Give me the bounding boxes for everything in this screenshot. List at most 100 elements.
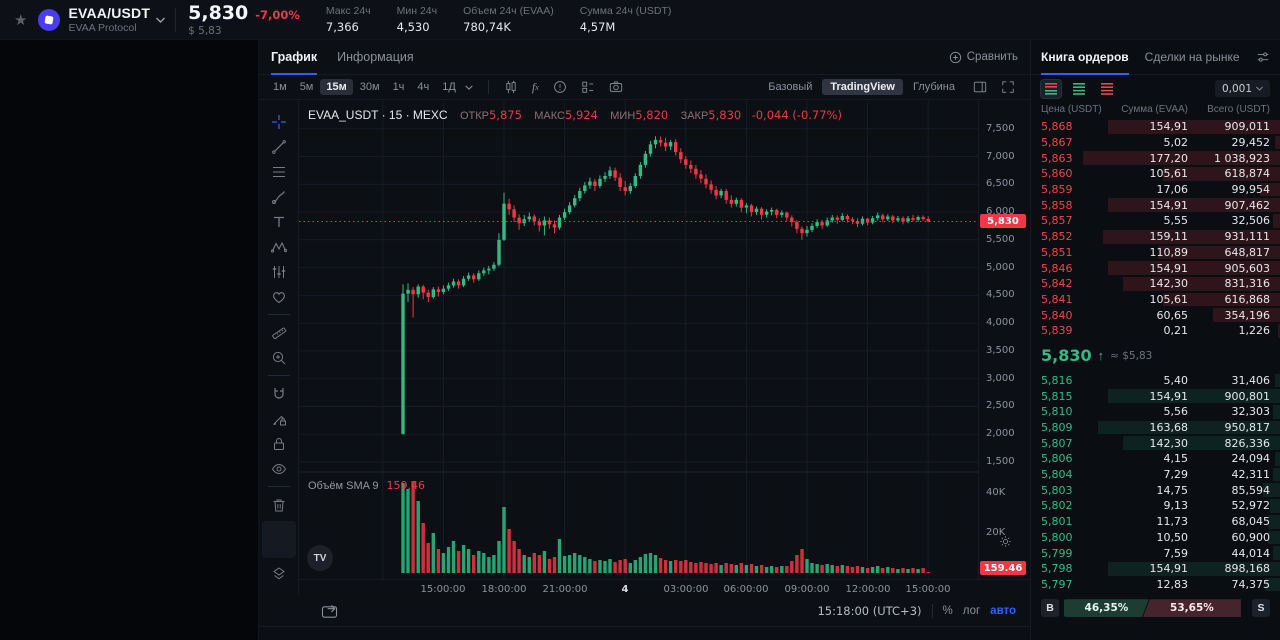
price-axis[interactable]: 7,500 7,000 6,500 6,000 5,500 5,000 4,500 4,000… [978,101,1030,579]
auto-scale-button[interactable]: авто [990,605,1016,617]
bid-row[interactable]: 5,803 14,75 85,594 [1031,482,1280,498]
ask-row[interactable]: 5,851 110,89 648,817 [1031,245,1280,261]
time-axis[interactable]: 15:00:00 18:00:00 21:00:00 4 03:00:00 06:00:0… [299,579,1030,597]
favorite-star-icon[interactable]: ★ [14,11,28,29]
percent-scale-button[interactable]: % [942,605,953,617]
lock-all-tool-icon[interactable] [265,431,293,456]
timeframe-dropdown-caret-icon[interactable] [465,84,473,90]
timeframe-1ч[interactable]: 1ч [392,81,405,93]
ask-row[interactable]: 5,867 5,02 29,452 [1031,135,1280,151]
bid-row[interactable]: 5,802 9,13 52,972 [1031,498,1280,514]
timeframe-1Д[interactable]: 1Д [442,81,456,93]
trend-line-tool-icon[interactable] [265,134,293,159]
bid-row[interactable]: 5,799 7,59 44,014 [1031,545,1280,561]
chart-mode-TradingView[interactable]: TradingView [822,79,903,95]
pair-protocol: EVAA Protocol [68,21,137,34]
chart-mode-Глубина[interactable]: Глубина [912,81,955,93]
measure-ruler-tool-icon[interactable] [265,320,293,345]
layout-grid-icon[interactable] [581,80,595,94]
log-scale-button[interactable]: лог [962,605,981,617]
ask-row[interactable]: 5,839 0,21 1,226 [1031,323,1280,339]
remove-drawings-trash-icon[interactable] [265,492,293,517]
bid-row[interactable]: 5,804 7,29 42,311 [1031,467,1280,483]
book-mode-asks-icon[interactable] [1097,80,1117,98]
legend-high: 5,924 [564,108,598,122]
pair-title[interactable]: EVAA/USDT [68,5,151,22]
time-tick: 21:00:00 [542,584,588,595]
candle-style-icon[interactable] [504,80,518,94]
timeframe-30м[interactable]: 30м [359,81,380,93]
bid-row[interactable]: 5,801 11,73 68,045 [1031,514,1280,530]
object-tree-icon[interactable] [265,562,293,587]
zoom-in-tool-icon[interactable] [265,345,293,370]
bid-row[interactable]: 5,806 4,15 24,094 [1031,451,1280,467]
ask-row[interactable]: 5,841 105,61 616,868 [1031,292,1280,308]
timeframe-4ч[interactable]: 4ч [417,81,430,93]
ask-row[interactable]: 5,852 159,11 931,111 [1031,229,1280,245]
bid-row[interactable]: 5,798 154,91 898,168 [1031,561,1280,577]
snapshot-camera-icon[interactable] [609,80,623,94]
book-mode-both-icon[interactable] [1040,78,1062,99]
ask-row[interactable]: 5,868 154,91 909,011 [1031,119,1280,135]
tab-chart[interactable]: График [271,40,318,75]
hide-drawings-eye-icon[interactable] [265,456,293,481]
bid-row[interactable]: 5,800 10,50 60,900 [1031,530,1280,546]
price-change-24h: -7,00% [255,7,300,22]
price-tick: 3,500 [986,345,1015,356]
ask-row[interactable]: 5,859 17,06 99,954 [1031,182,1280,198]
alert-circle-icon[interactable] [553,80,567,94]
bid-row[interactable]: 5,816 5,40 31,406 [1031,373,1280,389]
orderbook-panel: Книга ордеров Сделки на рынке 0,001 Цена… [1030,40,1280,640]
ask-row[interactable]: 5,846 154,91 905,603 [1031,260,1280,276]
axis-settings-gear-icon[interactable] [999,535,1012,548]
book-mode-bids-icon[interactable] [1069,80,1089,98]
bid-row[interactable]: 5,807 142,30 826,336 [1031,435,1280,451]
buy-badge: B [1041,599,1059,618]
show-panel-icon[interactable] [321,604,338,619]
bid-row[interactable]: 5,809 163,68 950,817 [1031,420,1280,436]
bid-row[interactable]: 5,810 5,56 32,303 [1031,404,1280,420]
token-logo [38,8,61,31]
clock-utc[interactable]: 15:18:00 (UTC+3) [817,604,922,618]
bottom-strip [259,626,1030,640]
ask-row[interactable]: 5,842 142,30 831,316 [1031,276,1280,292]
tab-info[interactable]: Информация [337,50,414,64]
timeframe-15м[interactable]: 15м [320,79,353,95]
pair-dropdown-caret-icon[interactable] [156,17,166,23]
xabcd-pattern-tool-icon[interactable] [265,234,293,259]
fib-retracement-tool-icon[interactable] [265,159,293,184]
ask-row[interactable]: 5,858 154,91 907,462 [1031,197,1280,213]
ask-row[interactable]: 5,840 60,65 354,196 [1031,307,1280,323]
magnet-tool-icon[interactable] [265,381,293,406]
bid-row[interactable]: 5,797 12,83 74,375 [1031,577,1280,593]
price-tick: 2,500 [986,400,1015,411]
timeframe-1м[interactable]: 1м [273,81,287,93]
chart-canvas[interactable]: EVAA_USDT · 15 · MEXC ОТКР5,875 МАКС5,92… [299,101,979,579]
crosshair-tool-icon[interactable] [265,109,293,134]
timeframe-5м[interactable]: 5м [299,81,314,93]
panel-layout-icon[interactable] [973,80,987,94]
compare-button[interactable]: Сравнить [949,51,1018,64]
fullscreen-icon[interactable] [1001,80,1015,94]
legend-open: 5,875 [488,108,522,122]
chart-mode-Базовый[interactable]: Базовый [768,81,813,93]
ask-row[interactable]: 5,860 105,61 618,874 [1031,166,1280,182]
ask-row[interactable]: 5,857 5,55 32,506 [1031,213,1280,229]
last-price: 5,830 [188,1,249,24]
bid-row[interactable]: 5,815 154,91 900,801 [1031,388,1280,404]
drawing-lock-tool-icon[interactable] [265,406,293,431]
volume-tick: 40K [986,487,1006,498]
volume-tick: 20K [986,527,1006,538]
brush-tool-icon[interactable] [265,184,293,209]
ask-row[interactable]: 5,863 177,20 1 038,923 [1031,150,1280,166]
orderbook-settings-icon[interactable] [1256,50,1270,64]
forecast-tool-icon[interactable] [265,259,293,284]
tab-market-trades[interactable]: Сделки на рынке [1144,50,1240,64]
precision-dropdown[interactable]: 0,001 [1214,80,1270,97]
tab-order-book[interactable]: Книга ордеров [1041,40,1129,75]
tradingview-watermark-logo[interactable]: TV [307,545,333,571]
mid-price-row[interactable]: 5,830 ↑ ≈ $5,83 [1031,339,1280,373]
text-tool-icon[interactable] [265,209,293,234]
emoji-heart-tool-icon[interactable] [265,284,293,309]
